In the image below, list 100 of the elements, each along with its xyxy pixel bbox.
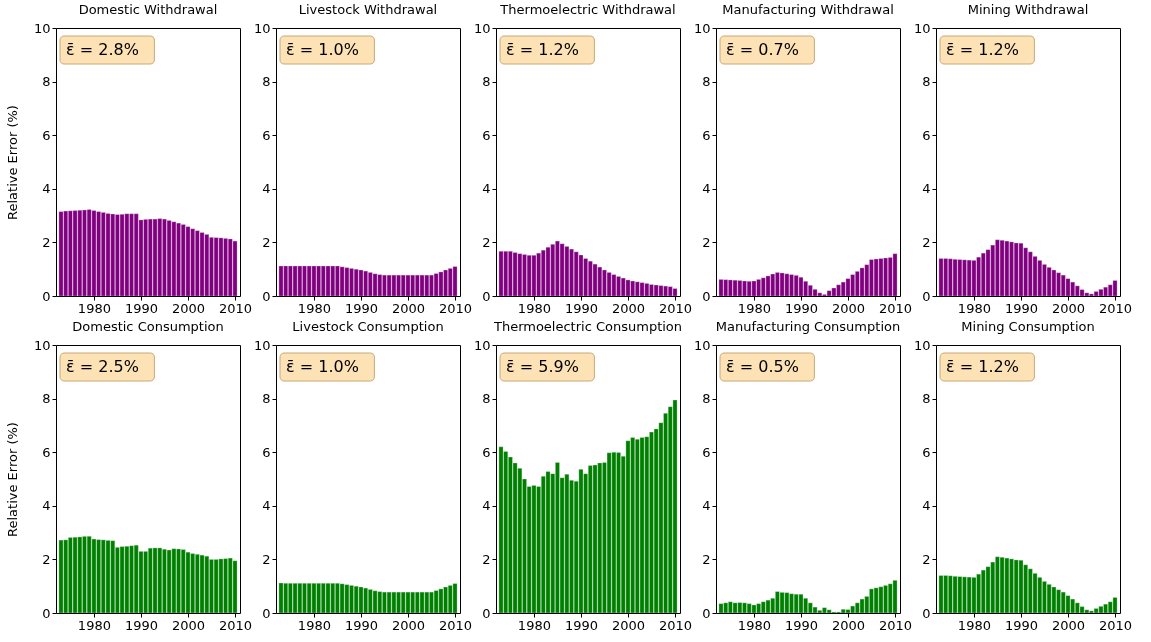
bar — [952, 259, 958, 296]
y-tick-label: 4 — [702, 181, 711, 197]
x-tick-label: 1990 — [344, 617, 378, 633]
x-tick-label: 1990 — [124, 300, 158, 316]
x-tick-label: 1990 — [784, 617, 818, 633]
bar — [386, 274, 392, 296]
bar — [746, 603, 752, 613]
x-tick-label: 1990 — [784, 300, 818, 316]
bar — [419, 274, 425, 296]
annotation: ε̄ = 2.8% — [66, 40, 139, 59]
x-tick-label: 2010 — [218, 617, 253, 633]
bar — [873, 587, 879, 613]
y-tick-label: 0 — [922, 288, 931, 304]
y-tick-label: 10 — [473, 20, 491, 36]
bar — [498, 446, 504, 613]
chart-title: Manufacturing Withdrawal — [722, 2, 894, 17]
annotation: ε̄ = 1.2% — [506, 40, 579, 59]
x-tick-label: 2000 — [171, 617, 206, 633]
bar — [826, 290, 832, 296]
chart-title: Domestic Consumption — [72, 319, 224, 334]
bar — [232, 240, 238, 296]
y-tick-label: 2 — [482, 234, 491, 250]
bar — [859, 267, 865, 296]
y-tick-label: 10 — [473, 337, 491, 353]
bar — [672, 399, 678, 613]
bar — [119, 546, 125, 613]
bar — [185, 551, 191, 613]
bar — [105, 540, 111, 613]
x-tick-label: 2000 — [1051, 300, 1086, 316]
y-tick-label: 4 — [262, 181, 271, 197]
bar — [718, 603, 724, 613]
bar — [639, 437, 645, 613]
y-tick-label: 8 — [42, 391, 51, 407]
bar — [966, 259, 972, 296]
bar — [152, 218, 158, 296]
x-tick-label: 2010 — [658, 617, 693, 633]
y-axis-title: Relative Error (%) — [4, 105, 20, 220]
y-tick-label: 6 — [702, 444, 711, 460]
x-tick-label: 1990 — [1004, 617, 1038, 633]
y-axis-title: Relative Error (%) — [4, 422, 20, 537]
bar — [306, 265, 312, 296]
y-tick-label: 6 — [42, 444, 51, 460]
y-tick-label: 6 — [42, 127, 51, 143]
bar — [625, 440, 631, 613]
y-tick-label: 0 — [702, 605, 711, 621]
y-tick-label: 4 — [42, 498, 51, 514]
y-tick-label: 10 — [693, 337, 711, 353]
y-tick-label: 0 — [482, 288, 491, 304]
bar — [845, 278, 851, 296]
bar — [672, 288, 678, 296]
y-tick-label: 8 — [262, 74, 271, 90]
bar — [1112, 280, 1118, 296]
y-tick-label: 6 — [702, 127, 711, 143]
annotation: ε̄ = 1.0% — [286, 40, 359, 59]
x-tick-label: 2010 — [878, 300, 913, 316]
y-tick-label: 6 — [262, 444, 271, 460]
y-tick-label: 4 — [922, 498, 931, 514]
bar — [452, 266, 458, 296]
bar — [765, 599, 771, 613]
x-tick-label: 2000 — [1051, 617, 1086, 633]
y-tick-label: 0 — [42, 605, 51, 621]
y-tick-label: 8 — [42, 74, 51, 90]
bar — [119, 214, 125, 296]
annotation: ε̄ = 1.0% — [286, 357, 359, 376]
x-tick-label: 1980 — [517, 617, 551, 633]
y-tick-label: 10 — [913, 337, 931, 353]
bar — [826, 609, 832, 613]
y-tick-label: 4 — [482, 498, 491, 514]
annotation: ε̄ = 1.2% — [946, 40, 1019, 59]
chart-title: Livestock Withdrawal — [298, 2, 438, 17]
x-tick-label: 1980 — [957, 300, 991, 316]
annotation: ε̄ = 2.5% — [66, 357, 139, 376]
x-tick-label: 1990 — [564, 617, 598, 633]
bar — [732, 602, 738, 613]
bar — [72, 536, 78, 613]
y-tick-label: 6 — [262, 127, 271, 143]
y-tick-label: 0 — [42, 288, 51, 304]
chart-title: Manufacturing Consumption — [715, 319, 901, 334]
bar — [938, 575, 944, 613]
y-tick-label: 2 — [262, 234, 271, 250]
x-tick-label: 1980 — [77, 617, 111, 633]
bar — [292, 265, 298, 296]
x-tick-label: 2000 — [831, 300, 866, 316]
chart-title: Mining Consumption — [961, 319, 1095, 334]
y-tick-label: 10 — [253, 337, 271, 353]
y-tick-label: 0 — [482, 605, 491, 621]
y-tick-label: 2 — [42, 234, 51, 250]
bar — [859, 598, 865, 613]
bar — [812, 606, 818, 613]
x-tick-label: 2010 — [218, 300, 253, 316]
y-tick-label: 6 — [922, 444, 931, 460]
x-tick-label: 1980 — [737, 300, 771, 316]
x-tick-label: 2000 — [831, 617, 866, 633]
y-tick-label: 4 — [922, 181, 931, 197]
bar — [526, 255, 532, 296]
bar — [653, 284, 659, 296]
x-tick-label: 1980 — [517, 300, 551, 316]
bar — [133, 213, 139, 296]
bar — [133, 545, 139, 613]
bar — [72, 210, 78, 296]
